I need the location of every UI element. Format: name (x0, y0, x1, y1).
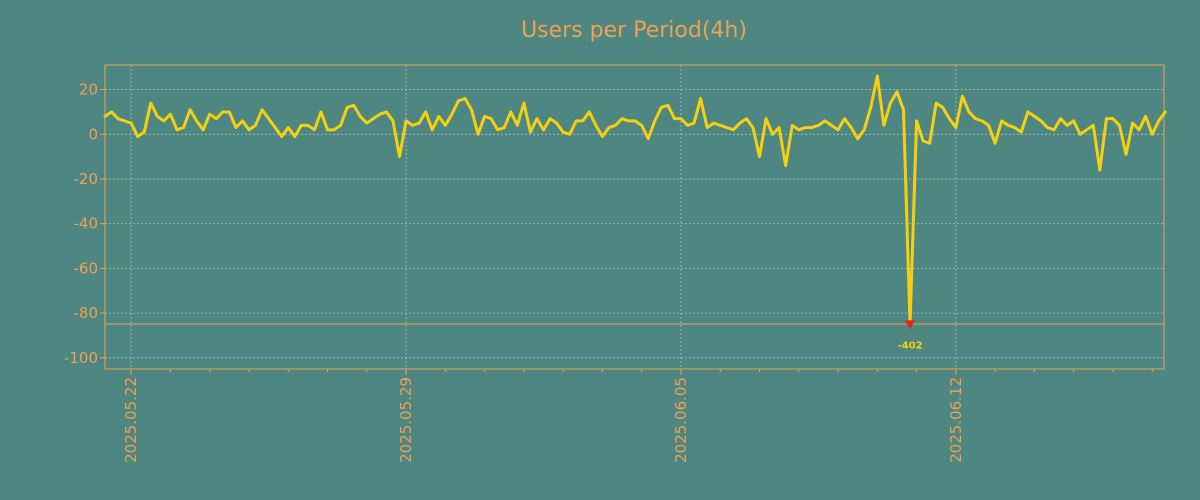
y-tick-label: -60 (74, 259, 99, 277)
y-tick-label: -20 (74, 170, 99, 188)
x-tick-label: 2025.05.29 (397, 377, 415, 463)
clip-value-label: -402 (898, 340, 923, 351)
clip-marker-icon (905, 320, 916, 330)
y-tick-label: 20 (79, 81, 98, 99)
y-tick-label: -100 (64, 349, 98, 367)
y-axis: 20 0 -20 -40 -60 -80 -100 (64, 81, 105, 367)
plot-frame (104, 64, 1165, 370)
x-tick-label: 2025.06.12 (947, 377, 965, 463)
y-tick-label: -80 (74, 304, 99, 322)
series-layer (103, 74, 1167, 326)
annotations: -402 (898, 320, 923, 351)
x-tick-label: 2025.06.05 (672, 377, 690, 463)
y-tick-label: 0 (88, 125, 98, 143)
y-tick-label: -40 (74, 215, 99, 233)
chart-title: Users per Period(4h) (521, 18, 747, 43)
x-axis: 2025.05.22 2025.05.29 2025.06.05 2025.06.12 (122, 369, 1153, 463)
series-line-users (103, 74, 1167, 326)
x-tick-label: 2025.05.22 (122, 377, 140, 463)
